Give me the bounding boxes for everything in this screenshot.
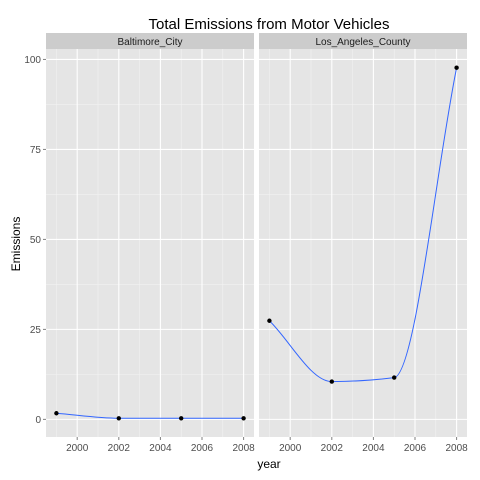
x-tick-label: 2004 <box>149 443 172 454</box>
data-point <box>54 411 59 416</box>
x-tick-label: 2000 <box>66 443 89 454</box>
x-tick-label: 2002 <box>108 443 131 454</box>
panel-background <box>46 49 254 437</box>
y-tick-label: 0 <box>35 415 41 426</box>
y-tick-label: 25 <box>30 325 42 336</box>
x-tick-label: 2006 <box>191 443 214 454</box>
facet-strip-label: Baltimore_City <box>117 37 182 48</box>
series-line <box>56 412 244 419</box>
y-tick-label: 100 <box>24 55 41 66</box>
panel-background <box>259 49 467 437</box>
data-point <box>329 379 334 384</box>
data-point <box>179 416 184 421</box>
data-point <box>454 65 459 70</box>
facet-strip-label: Los_Angeles_County <box>315 37 410 48</box>
y-tick-label: 75 <box>30 145 42 156</box>
x-tick-label: 2006 <box>404 443 427 454</box>
x-tick-label: 2008 <box>445 443 468 454</box>
data-point <box>241 416 246 421</box>
facet-los-angeles-county: Los_Angeles_County 2000 2002 2004 2006 2008 <box>259 33 468 454</box>
data-point <box>116 416 122 421</box>
y-axis-title: Emissions <box>9 217 23 272</box>
data-point <box>267 318 272 323</box>
data-point <box>392 375 397 380</box>
facet-strip <box>259 33 467 49</box>
x-tick-label: 2000 <box>279 443 302 454</box>
facet-strip <box>46 33 254 49</box>
chart-title: Total Emissions from Motor Vehicles <box>149 16 390 33</box>
y-axis: 0 25 50 75 100 <box>24 55 46 426</box>
x-axis-title: year <box>257 457 280 471</box>
x-tick-label: 2004 <box>362 443 385 454</box>
y-tick-label: 50 <box>30 235 42 246</box>
x-tick-label: 2002 <box>321 443 344 454</box>
x-tick-label: 2008 <box>232 443 255 454</box>
facet-baltimore-city: Baltimore_City 2000 2002 2004 2006 2008 <box>46 33 255 454</box>
